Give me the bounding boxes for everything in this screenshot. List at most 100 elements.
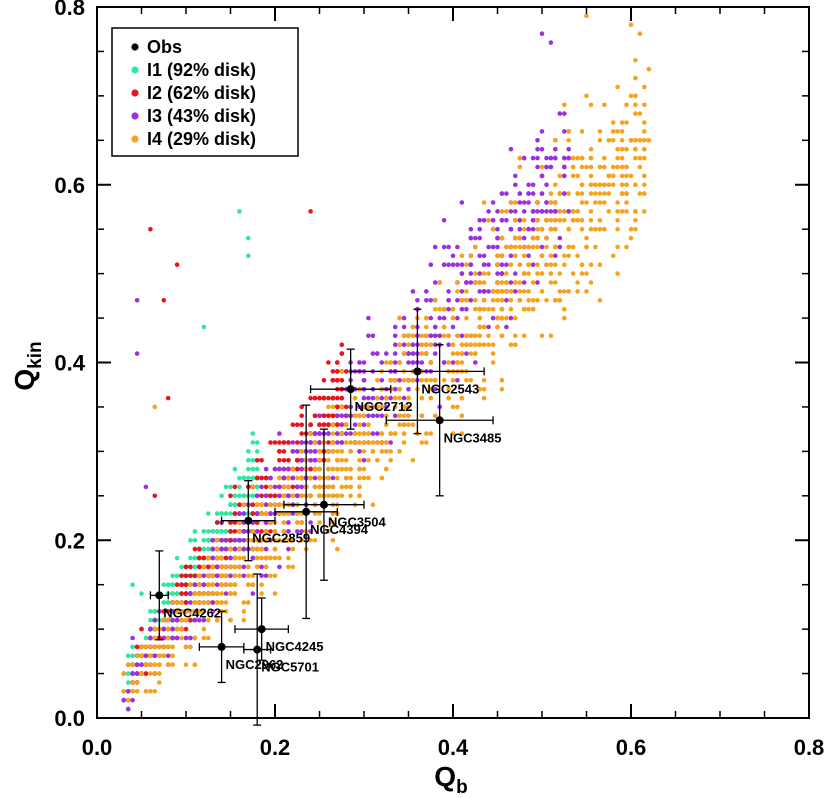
- sim-point: [370, 395, 376, 401]
- sim-point: [228, 502, 233, 508]
- sim-point: [232, 466, 238, 472]
- sim-point: [188, 573, 193, 579]
- sim-point: [642, 102, 647, 108]
- sim-point: [432, 280, 438, 285]
- sim-point: [615, 218, 620, 223]
- sim-point: [228, 484, 233, 490]
- sim-point: [450, 324, 456, 330]
- sim-point: [254, 564, 260, 570]
- sim-point: [424, 351, 429, 356]
- x-tick-label: 0.0: [82, 735, 113, 760]
- sim-point: [277, 431, 282, 436]
- sim-point: [557, 298, 563, 303]
- sim-point: [192, 617, 198, 623]
- sim-point: [232, 520, 238, 525]
- sim-point: [526, 271, 531, 276]
- sim-point: [432, 342, 438, 348]
- sim-point: [464, 298, 469, 303]
- sim-point: [539, 244, 545, 250]
- sim-point: [481, 253, 487, 259]
- sim-point: [392, 351, 398, 356]
- sim-point: [330, 484, 336, 490]
- sim-point: [366, 395, 371, 401]
- sim-point: [588, 218, 594, 223]
- sim-point: [481, 280, 487, 285]
- sim-point: [499, 218, 505, 223]
- sim-point: [192, 529, 198, 534]
- sim-point: [370, 440, 376, 445]
- sim-point: [286, 555, 291, 561]
- sim-point: [326, 475, 331, 481]
- sim-point: [121, 697, 126, 703]
- sim-point: [197, 617, 202, 623]
- sim-point: [272, 484, 278, 490]
- sim-point: [143, 635, 149, 641]
- sim-point: [455, 404, 460, 410]
- sim-point: [624, 209, 629, 214]
- sim-point: [633, 146, 638, 152]
- sim-point: [535, 298, 540, 303]
- sim-point: [206, 591, 211, 596]
- sim-point: [419, 413, 425, 419]
- sim-point: [281, 475, 287, 481]
- sim-point: [619, 209, 625, 214]
- sim-point: [464, 306, 469, 312]
- sim-point: [477, 315, 483, 321]
- sim-point: [321, 413, 327, 419]
- sim-point: [317, 395, 322, 401]
- sim-point: [250, 466, 256, 472]
- sim-point: [637, 164, 643, 170]
- legend-marker: [131, 89, 139, 97]
- sim-point: [535, 262, 540, 268]
- sim-point: [317, 520, 322, 525]
- sim-point: [299, 422, 305, 428]
- sim-point: [170, 600, 175, 605]
- sim-point: [219, 538, 224, 543]
- sim-point: [299, 520, 305, 525]
- sim-point: [121, 671, 126, 676]
- sim-point: [192, 609, 198, 614]
- sim-point: [228, 573, 233, 579]
- sim-point: [361, 395, 367, 401]
- sim-point: [366, 422, 371, 428]
- sim-point: [530, 280, 536, 285]
- sim-point: [593, 200, 598, 205]
- sim-point: [459, 253, 465, 259]
- sim-point: [223, 573, 229, 579]
- sim-point: [277, 475, 282, 481]
- sim-point: [250, 582, 256, 587]
- sim-point: [232, 484, 238, 490]
- sim-point: [490, 200, 496, 205]
- sim-point: [232, 573, 238, 579]
- sim-point: [317, 458, 322, 463]
- tick-labels: 0.0 0.2 0.4 0.6 0.8 0.0 0.2 0.4 0.6 0.8: [54, 0, 824, 760]
- sim-point: [432, 244, 438, 250]
- sim-point: [562, 191, 567, 196]
- sim-point: [268, 440, 273, 445]
- sim-point: [130, 671, 135, 676]
- sim-point: [628, 22, 634, 28]
- sim-point: [579, 218, 585, 223]
- sim-point: [343, 431, 349, 436]
- obs-label: NGC2543: [421, 381, 479, 396]
- sim-point: [134, 644, 140, 650]
- y-tick-label: 0.2: [54, 528, 85, 553]
- sim-point: [330, 395, 336, 401]
- sim-point: [339, 369, 345, 374]
- sim-point: [410, 324, 416, 330]
- sim-point: [317, 449, 322, 454]
- sim-point: [557, 244, 563, 250]
- sim-point: [553, 244, 558, 250]
- sim-point: [246, 564, 251, 570]
- sim-point: [348, 431, 353, 436]
- sim-point: [201, 529, 207, 534]
- sim-point: [312, 538, 318, 543]
- sim-point: [548, 262, 554, 268]
- sim-point: [624, 120, 629, 125]
- sim-point: [535, 209, 540, 214]
- sim-point: [406, 395, 411, 401]
- sim-point: [308, 395, 313, 401]
- sim-point: [241, 573, 247, 579]
- sim-point: [348, 475, 353, 481]
- sim-point: [575, 280, 580, 285]
